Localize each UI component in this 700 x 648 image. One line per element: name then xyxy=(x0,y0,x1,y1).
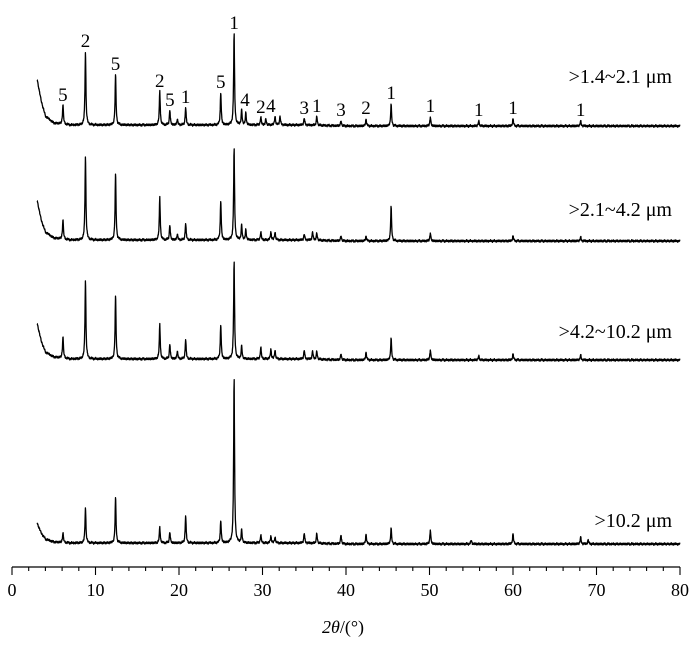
peak-label: 2 xyxy=(81,31,91,52)
trace-series-3 xyxy=(36,261,681,363)
series-labels-group: >1.4~2.1 μm >2.1~4.2 μm >4.2~10.2 μm >10.2 … xyxy=(559,66,673,532)
x-tick-label: 40 xyxy=(337,580,355,600)
trace-series-4 xyxy=(36,378,681,547)
peak-label: 5 xyxy=(165,90,175,111)
trace-series-1 xyxy=(36,33,681,129)
peak-label: 1 xyxy=(386,83,396,104)
x-tick-label: 10 xyxy=(87,580,105,600)
peak-label: 5 xyxy=(111,54,121,75)
series-label-2: >2.1~4.2 μm xyxy=(569,199,673,221)
peak-label: 4 xyxy=(266,96,276,117)
peak-label: 1 xyxy=(229,13,239,34)
peak-label: 2 xyxy=(361,98,371,119)
peak-label: 5 xyxy=(216,72,226,93)
peak-label: 1 xyxy=(474,100,484,121)
traces-group xyxy=(36,33,681,547)
peak-label: 3 xyxy=(336,100,346,121)
peak-label: 1 xyxy=(426,96,436,117)
x-tick-label: 20 xyxy=(170,580,188,600)
peak-label: 3 xyxy=(300,98,310,119)
x-axis: 0 10 20 30 40 50 60 70 80 xyxy=(8,566,689,600)
peak-label: 1 xyxy=(508,98,518,119)
peak-label: 1 xyxy=(312,96,322,117)
trace-series-2 xyxy=(36,148,681,244)
peak-label: 5 xyxy=(58,85,68,106)
x-axis-label-var: 2θ xyxy=(322,617,340,637)
x-tick-label: 50 xyxy=(421,580,439,600)
x-tick-label: 30 xyxy=(254,580,272,600)
x-tick-label: 70 xyxy=(588,580,606,600)
peak-label: 2 xyxy=(256,97,266,118)
series-label-4: >10.2 μm xyxy=(594,510,672,532)
peak-label: 2 xyxy=(155,71,165,92)
x-tick-label: 0 xyxy=(8,580,17,600)
peak-label: 4 xyxy=(240,90,250,111)
x-axis-label-unit: /(°) xyxy=(340,617,364,638)
series-label-1: >1.4~2.1 μm xyxy=(569,66,673,88)
peak-label: 1 xyxy=(181,87,191,108)
series-label-3: >4.2~10.2 μm xyxy=(559,321,673,343)
x-axis-label: 2θ/(°) xyxy=(322,617,364,638)
x-tick-label: 60 xyxy=(504,580,522,600)
x-tick-label: 80 xyxy=(671,580,689,600)
peak-label: 1 xyxy=(576,100,586,121)
